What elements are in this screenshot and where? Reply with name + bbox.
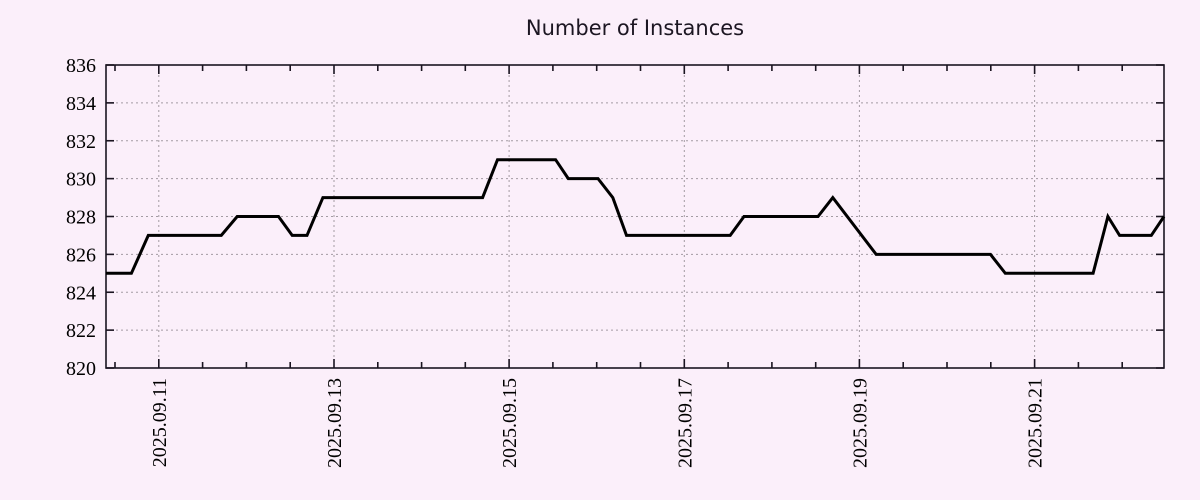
y-tick-label: 832 bbox=[66, 131, 96, 153]
y-tick-label: 828 bbox=[66, 207, 96, 229]
x-tick-label: 2025.09.19 bbox=[849, 378, 871, 468]
series-line bbox=[106, 158, 1166, 275]
y-tick-label: 836 bbox=[66, 55, 96, 77]
x-tick-label: 2025.09.17 bbox=[674, 378, 696, 468]
x-tick-label: 2025.09.13 bbox=[324, 378, 346, 468]
y-tick-label: 834 bbox=[66, 93, 96, 115]
x-tick-label: 2025.09.11 bbox=[149, 378, 171, 467]
y-tick-label: 824 bbox=[66, 282, 96, 304]
x-tick-label: 2025.09.15 bbox=[499, 378, 521, 468]
y-tick-label: 830 bbox=[66, 169, 96, 191]
chart-title: Number of Instances bbox=[525, 16, 745, 40]
y-tick-label: 822 bbox=[66, 320, 96, 342]
y-tick-label: 820 bbox=[66, 358, 96, 380]
x-tick-label: 2025.09.21 bbox=[1025, 378, 1047, 468]
y-tick-label: 826 bbox=[66, 244, 96, 266]
